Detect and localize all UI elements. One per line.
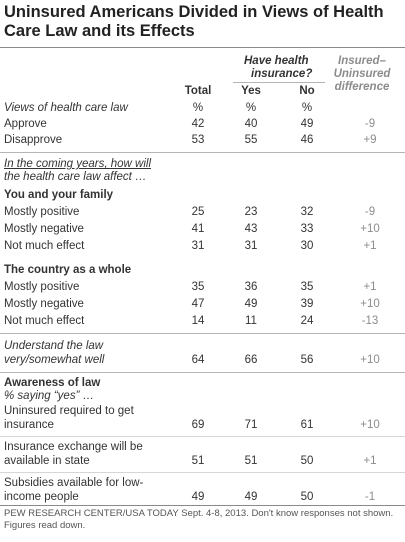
total-value: 64 [191,354,205,366]
diff-header-1: Insured– [338,55,386,67]
yes-value: 71 [244,419,258,431]
views-label: Views of health care law [4,102,128,114]
diff-value: +1 [363,240,377,252]
no-value: 30 [300,240,314,252]
insurance-group-rule [233,82,325,83]
yes-value: 43 [244,223,258,235]
insurance-group-label-1: Have health [244,55,309,67]
col-total-header: Total [184,85,212,97]
diff-value: +1 [363,281,377,293]
row-label: Disapprove [4,134,63,146]
diff-value: +1 [363,455,377,467]
row-label: Mostly positive [4,206,80,218]
no-value: 39 [300,298,314,310]
no-value: 61 [300,419,314,431]
diff-value: +10 [360,223,380,235]
col-yes-header: Yes [241,85,261,97]
total-value: 53 [191,134,205,146]
pct-no: % [301,102,313,114]
total-value: 41 [191,223,205,235]
row-label: Not much effect [4,315,85,327]
no-value: 35 [300,281,314,293]
row-label-line-1: Insurance exchange will be [4,441,143,453]
row-label-line-2: available in state [4,455,90,467]
row-label: Mostly positive [4,281,80,293]
row-label-line-1: Uninsured required to get [4,405,134,417]
row-label: Mostly negative [4,223,84,235]
no-value: 56 [300,354,314,366]
diff-value: +10 [360,354,380,366]
no-value: 24 [300,315,314,327]
col-no-header: No [299,85,315,97]
row-label-line-2: income people [4,491,79,503]
no-value: 33 [300,223,314,235]
table-title: Uninsured Americans Divided in Views of … [4,3,384,40]
diff-header-3: difference [334,81,390,93]
yes-value: 36 [244,281,258,293]
diff-value: -13 [361,315,379,327]
no-value: 50 [300,455,314,467]
family-heading: You and your family [4,189,114,201]
diff-value: +10 [360,419,380,431]
total-value: 31 [191,240,205,252]
yes-value: 49 [244,491,258,503]
total-value: 35 [191,281,205,293]
section-rule [0,333,405,334]
total-value: 49 [191,491,205,503]
no-value: 49 [300,118,314,130]
total-value: 25 [191,206,205,218]
no-value: 50 [300,491,314,503]
understand-line-2: very/somewhat well [4,354,105,366]
row-label: Mostly negative [4,298,84,310]
section-rule [0,372,405,373]
awareness-heading: Awareness of law [4,377,101,389]
awareness-subheading: % saying “yes” … [4,390,95,402]
understand-line-1: Understand the law [4,340,104,352]
no-value: 32 [300,206,314,218]
yes-value: 11 [245,315,257,327]
yes-value: 31 [244,240,258,252]
yes-value: 23 [244,206,258,218]
pct-total: % [192,102,204,114]
diff-value: +10 [360,298,380,310]
diff-value: -1 [364,491,376,503]
yes-value: 66 [244,354,258,366]
row-label-line-2: insurance [4,419,54,431]
footer-rule [0,505,405,506]
pct-yes: % [245,102,257,114]
row-divider [0,436,405,437]
yes-value: 55 [244,134,258,146]
diff-header-2: Uninsured [333,68,391,80]
no-value: 46 [300,134,314,146]
country-heading: The country as a whole [4,264,132,276]
diff-value: -9 [364,118,376,130]
coming-years-line-1: In the coming years, how will [4,158,152,170]
yes-value: 49 [244,298,258,310]
section-rule [0,152,405,153]
row-label: Approve [4,118,47,130]
total-value: 51 [191,455,205,467]
total-value: 14 [191,315,205,327]
title-rule [0,47,405,48]
diff-value: +9 [363,134,377,146]
source-note: PEW RESEARCH CENTER/USA TODAY Sept. 4-8,… [4,508,394,531]
row-label-line-1: Subsidies available for low- [4,477,144,489]
total-value: 47 [191,298,205,310]
insurance-group-label-2: insurance? [251,68,313,80]
row-divider [0,472,405,473]
total-value: 42 [191,118,205,130]
yes-value: 40 [244,118,258,130]
total-value: 69 [191,419,205,431]
row-label: Not much effect [4,240,85,252]
coming-years-line-2: the health care law affect … [4,171,147,183]
yes-value: 51 [244,455,258,467]
diff-value: -9 [364,206,376,218]
